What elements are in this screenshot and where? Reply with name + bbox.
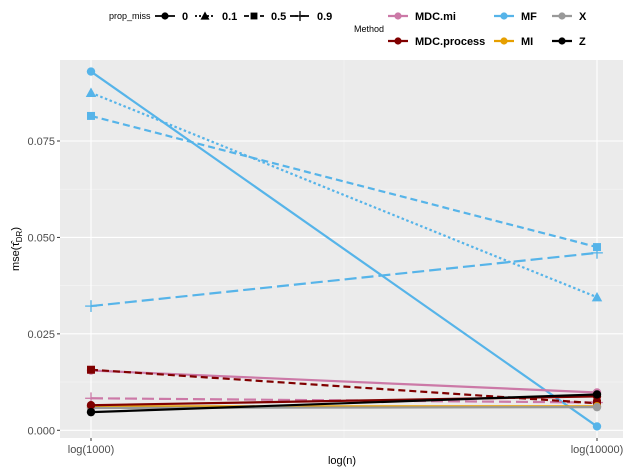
series-points xyxy=(85,67,603,431)
data-point-MF-0.1 xyxy=(591,291,603,302)
legend-method-label: MDC.process xyxy=(415,36,485,48)
legend-method-item: Z xyxy=(552,36,586,48)
series-line-Z-0 xyxy=(90,393,598,414)
svg-text:mse(τ̂DR): mse(τ̂DR) xyxy=(10,227,24,271)
legend-method-key xyxy=(394,12,402,20)
data-point-MF-0.9 xyxy=(591,246,603,259)
legend-method-key xyxy=(500,12,508,20)
legend-method-label: MDC.mi xyxy=(415,11,456,23)
legend-prop-miss-label: 0.9 xyxy=(317,11,332,23)
legend-prop-miss-title: prop_miss xyxy=(109,11,151,21)
legend-method-key xyxy=(558,12,566,20)
series-line-MF-0 xyxy=(90,70,598,428)
legend-prop-miss-label: 0.5 xyxy=(271,11,286,23)
legend-method-item: MDC.process xyxy=(388,36,485,48)
legend-method-title: Method xyxy=(354,24,384,34)
legend-method-label: Z xyxy=(579,36,586,48)
legend-method-item: MF xyxy=(494,11,537,23)
series-lines xyxy=(90,70,598,428)
y-tick-label: 0.000 xyxy=(27,425,55,437)
data-point-MF-0 xyxy=(592,422,602,431)
legend-prop-miss-label: 0 xyxy=(182,11,188,23)
legend-prop-miss: prop_miss 0 0.1 0.5 0.9 xyxy=(109,10,332,23)
y-tick-label: 0.025 xyxy=(27,329,55,341)
legend-method-key xyxy=(394,37,402,45)
y-tick-label: 0.075 xyxy=(27,136,55,148)
legend-prop-miss-key xyxy=(250,12,258,20)
series-line-MF-0.5 xyxy=(90,114,598,249)
legend-method-label: MF xyxy=(521,11,537,23)
data-point-MF-0.1 xyxy=(85,87,97,97)
legend-prop-miss-item: 0.5 xyxy=(244,11,286,23)
legend-prop-miss-key xyxy=(294,10,306,22)
y-axis-title-main: mse( xyxy=(10,246,22,271)
legend-method-label: MI xyxy=(521,36,533,48)
data-point-MF-0.9 xyxy=(85,300,97,312)
y-axis: 0.000 0.025 0.050 0.075 xyxy=(27,136,60,437)
legend-prop-miss-item: 0.1 xyxy=(195,11,237,23)
x-tick-label: log(10000) xyxy=(571,444,624,456)
x-axis: log(1000) log(10000) xyxy=(68,438,624,456)
data-point-MF-0 xyxy=(86,67,96,76)
data-point-MF-0.5 xyxy=(87,111,95,120)
x-axis-title: log(n) xyxy=(328,455,356,467)
legend-method-key xyxy=(558,37,566,45)
y-axis-title-sub: DR xyxy=(15,230,24,242)
y-axis-title-close: ) xyxy=(10,227,22,231)
legend-method-item: MI xyxy=(494,36,533,48)
series-line-X-0 xyxy=(90,406,598,410)
legend-method-label: X xyxy=(579,11,587,23)
legend-method: Method MDC.mi MDC.process MF MI X Z xyxy=(354,11,587,48)
data-point-Z-0 xyxy=(86,407,96,417)
x-tick-label: log(1000) xyxy=(68,444,114,456)
data-point-MDC.process-0.5 xyxy=(87,365,95,374)
data-point-Z-0 xyxy=(592,390,602,399)
legend-prop-miss-label: 0.1 xyxy=(222,11,237,23)
y-tick-label: 0.050 xyxy=(27,232,55,244)
legend-prop-miss-item: 0 xyxy=(155,11,188,23)
data-point-X-0 xyxy=(592,402,602,412)
legend-method-key xyxy=(500,37,508,45)
plot-panel xyxy=(60,60,623,438)
data-point-MDC.process-0 xyxy=(86,401,96,410)
legend-method-item: MDC.mi xyxy=(388,11,456,23)
y-axis-title-hat: τ̂ xyxy=(10,240,22,246)
legend-prop-miss-item: 0.9 xyxy=(290,10,332,23)
legend-prop-miss-key xyxy=(200,11,210,20)
series-line-MDC.mi-0 xyxy=(90,369,598,394)
legend-prop-miss-key xyxy=(161,12,169,20)
legend-method-item: X xyxy=(552,11,587,23)
series-line-MF-0.1 xyxy=(90,91,598,299)
y-axis-title: mse(τ̂DR) xyxy=(10,227,24,271)
